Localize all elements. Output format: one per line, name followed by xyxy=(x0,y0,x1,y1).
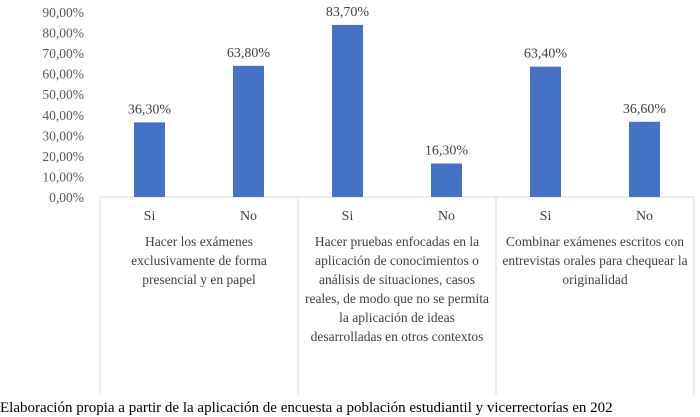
y-tick-label: 0,00% xyxy=(49,190,84,205)
y-tick-label: 90,00% xyxy=(42,5,84,20)
x-tick-label: Si xyxy=(342,209,354,224)
x-tick-label: Si xyxy=(144,209,156,224)
bar xyxy=(629,121,660,197)
data-label: 16,30% xyxy=(425,143,469,158)
group-label: Hacer los exámenes exclusivamente de for… xyxy=(131,234,267,287)
bar xyxy=(530,66,561,197)
y-tick-label: 70,00% xyxy=(42,46,84,61)
x-tick-label: No xyxy=(636,209,653,224)
data-label: 83,70% xyxy=(326,5,370,20)
data-label: 63,40% xyxy=(524,47,568,62)
y-tick-label: 60,00% xyxy=(42,67,84,82)
data-label: 36,60% xyxy=(623,102,667,117)
bar-chart: 0,00% 10,00% 20,00% 30,00% 40,00% 50,00% 60,00… xyxy=(42,5,695,395)
group-label: Combinar exámenes escritos con entrevist… xyxy=(502,234,688,287)
y-tick-label: 30,00% xyxy=(42,128,84,143)
bar xyxy=(431,163,462,197)
data-label: 63,80% xyxy=(227,46,271,61)
y-tick-label: 20,00% xyxy=(42,149,84,164)
y-tick-label: 10,00% xyxy=(42,169,84,184)
bar xyxy=(233,65,264,197)
bar xyxy=(134,122,165,197)
x-tick-label: No xyxy=(240,209,257,224)
x-tick-label: No xyxy=(438,209,455,224)
x-tick-label: Si xyxy=(540,209,552,224)
y-tick-label: 80,00% xyxy=(42,26,84,41)
caption: Elaboración propia a partir de la aplica… xyxy=(0,400,613,416)
y-tick-label: 50,00% xyxy=(42,87,84,102)
bar xyxy=(332,24,363,198)
data-label: 36,30% xyxy=(128,102,172,117)
y-tick-label: 40,00% xyxy=(42,108,84,123)
group-label: Hacer pruebas enfocadas en la aplicación… xyxy=(304,234,490,344)
